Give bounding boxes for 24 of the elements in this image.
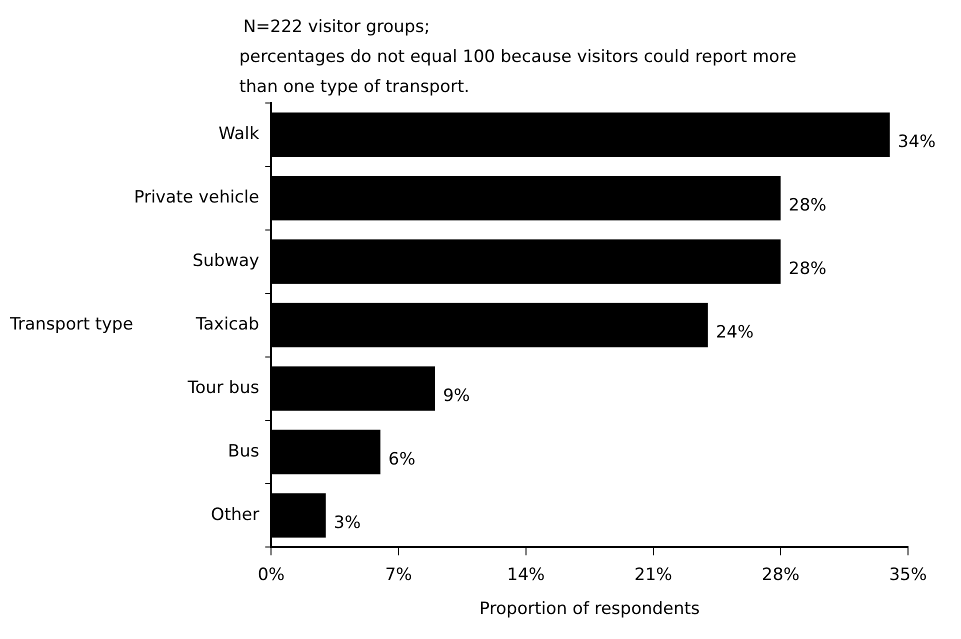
y-tick-label: Walk [218,124,260,144]
data-label: 28% [788,259,826,280]
data-label: 3% [334,512,361,533]
x-tick-label: 21% [634,564,672,585]
y-tick-label: Subway [192,251,260,272]
y-tick-label: Bus [228,441,260,462]
y-tick-label: Private vehicle [134,188,260,208]
data-label: 34% [898,132,936,152]
y-tick-label: Tour bus [186,378,260,398]
data-label: 6% [388,449,416,470]
y-tick-label: Other [210,504,260,525]
data-label: 24% [716,322,754,343]
y-axis-title: Transport type [9,314,134,335]
text: N=222 visitor groups; [243,17,430,37]
y-tick-label: Taxicab [194,314,260,335]
data-label: 9% [442,386,470,406]
x-tick-label: 28% [762,564,800,585]
text: percentages do not equal 100 because visitors could report more than one type of transport. [239,47,797,97]
x-tick-label: 35% [889,564,927,585]
x-tick-label: 14% [507,564,545,585]
x-axis-title: Proportion of respondents [479,599,700,620]
x-tick-label: 7% [385,564,412,585]
x-tick-label: 0% [258,564,285,585]
data-label: 28% [788,196,826,216]
